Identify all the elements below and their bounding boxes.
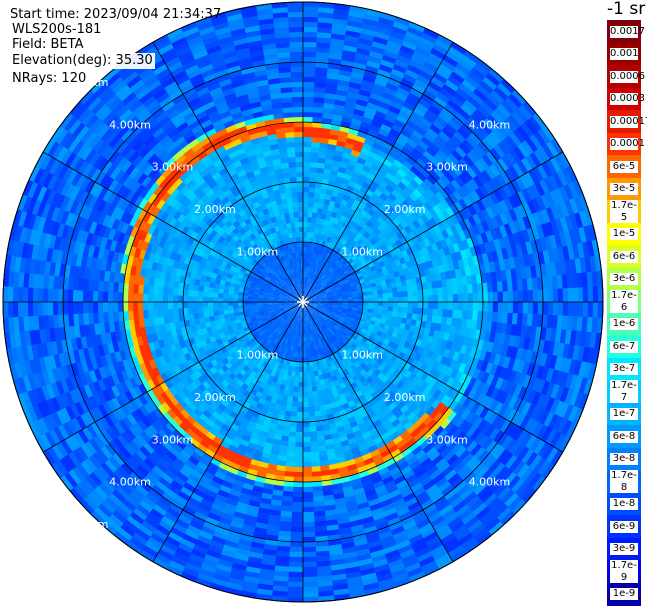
start-time-label: Start time: 2023/09/04 21:34:37 [10,7,222,22]
colorbar-level-label: 1.7e-6 [610,289,638,314]
colorbar-level: 0.0003 [607,87,645,111]
colorbar-level: 3e-7 [607,357,641,381]
colorbar-level-label: 3e-5 [610,183,638,195]
range-ring-label: 3.00km [152,433,194,446]
colorbar-level-label: 0.00017 [610,115,647,128]
range-ring-label: 3.00km [152,161,194,174]
colorbar-level-label: 1.7e-7 [610,379,638,404]
colorbar-level-label: 3e-8 [610,453,638,465]
field-label: Field: BETA [12,37,84,52]
azimuth-spoke [302,41,454,303]
colorbar-level-label: 1e-9 [610,588,638,600]
range-ring-label: 2.00km [384,391,426,404]
ppi-polar-plot: 1.00km 1.00km 1.00km 1.00km 2.00km 2.00km 2.00… [2,1,604,603]
colorbar-level: 0.0001 [607,132,645,156]
azimuth-spoke [302,151,564,303]
colorbar-level-label: 6e-5 [610,160,638,173]
colorbar-level-label: 0.0006 [610,70,645,83]
range-ring-label: 4.00km [109,476,151,489]
radar-data [3,2,603,602]
center-marker [302,297,308,303]
azimuth-spoke [302,301,564,453]
colorbar-level: 1e-6 [607,312,641,336]
colorbar-level-label: 6e-7 [610,340,638,353]
colorbar-level: 0.001 [607,42,641,66]
azimuth-spoke [42,301,304,453]
colorbar-level-label: 1e-8 [610,498,638,510]
range-ring-label: 1.00km [237,246,279,259]
range-ring-label: 1.00km [341,348,383,361]
colorbar-level-label: 1e-6 [610,318,638,330]
range-ring-label: 5.00km [511,76,553,89]
colorbar-level: 1e-8 [607,492,641,516]
range-ring-label: 2.00km [384,203,426,216]
colorbar-level-label: 3e-6 [610,273,638,285]
azimuth-spoke [152,41,304,303]
range-ring-label: 2.00km [194,391,236,404]
range-ring-label: 5.00km [511,518,553,531]
colorbar-level: 3e-9 [607,537,641,561]
colorbar-level-label: 1e-5 [610,228,638,240]
range-ring-label: 4.00km [469,118,511,131]
colorbar: 0.0017 0.001 0.0006 0.0003 0.00017 0.0001 6e-5… [607,20,647,606]
colorbar-level-label: 3e-7 [610,363,638,375]
colorbar-level: 3e-6 [607,267,641,291]
colorbar-level: 6e-6 [607,245,641,268]
colorbar-level-label: 1e-7 [610,408,638,420]
colorbar-level-label: 0.0017 [610,25,645,38]
colorbar-level: 1.7e-5 [607,199,641,224]
range-ring-label: 2.00km [194,203,236,216]
range-ring-label: 1.00km [237,348,279,361]
colorbar-level: 6e-9 [607,515,641,538]
azimuth-spoke [42,151,304,303]
colorbar-level-label: 3e-9 [610,543,638,555]
colorbar-level: 3e-8 [607,447,641,471]
colorbar-level: 1.7e-8 [607,469,641,494]
colorbar-level: 6e-8 [607,425,641,448]
colorbar-level: 1.7e-6 [607,289,641,314]
colorbar-level-label: 1.7e-8 [610,469,638,494]
colorbar-level: 0.0006 [607,65,645,88]
colorbar-level: 6e-5 [607,155,641,178]
colorbar-level: 6e-7 [607,335,641,358]
colorbar-level-label: 1.7e-9 [610,559,638,584]
colorbar-level: 0.00017 [607,110,647,133]
colorbar-level-label: 1.7e-5 [610,199,638,224]
elevation-label: Elevation(deg): 35.30 [10,53,155,69]
azimuth-spoke [152,301,304,563]
nrays-label: NRays: 120 [10,71,89,87]
colorbar-level-label: 0.0001 [610,138,645,150]
colorbar-level: 0.0017 [607,20,645,43]
range-ring-label: 4.00km [109,118,151,131]
colorbar-level: 1.7e-7 [607,379,641,404]
range-ring-label: 3.00km [426,433,468,446]
colorbar-level: 1.7e-9 [607,559,641,584]
colorbar-level: 3e-5 [607,177,641,201]
range-ring-label: 3.00km [426,161,468,174]
colorbar-level-label: 0.0003 [610,93,645,105]
colorbar-title: -1 sr [607,0,646,19]
colorbar-level: 1e-9 [607,582,641,606]
range-ring-label: 1.00km [341,246,383,259]
instrument-label: WLS200s-181 [12,22,102,37]
colorbar-level-label: 6e-9 [610,520,638,533]
azimuth-spoke [302,301,454,563]
colorbar-level: 1e-5 [607,222,641,246]
colorbar-level-label: 6e-8 [610,430,638,443]
range-ring-label: 4.00km [469,476,511,489]
colorbar-level: 1e-7 [607,402,641,426]
colorbar-level-label: 6e-6 [610,250,638,263]
colorbar-level-label: 0.001 [610,48,639,60]
range-ring-label: 5.00km [67,518,109,531]
